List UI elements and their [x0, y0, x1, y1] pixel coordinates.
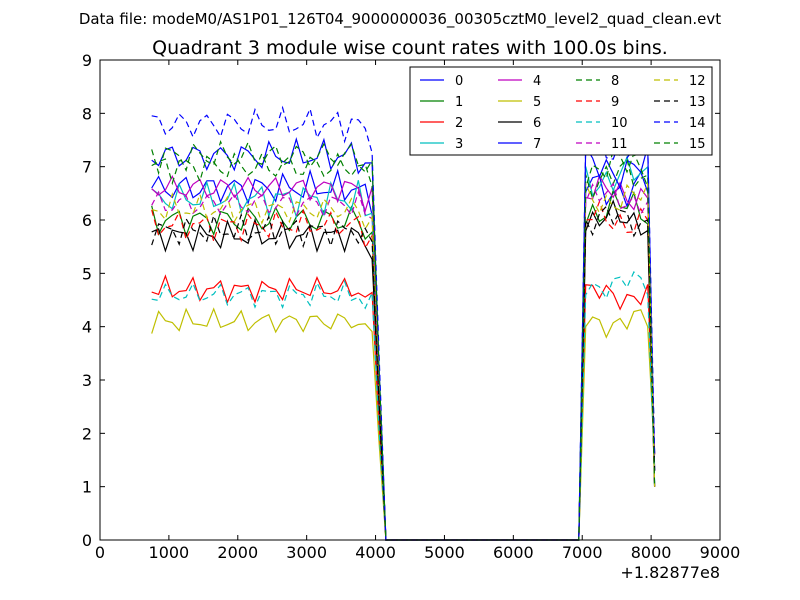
series-line-6: [151, 199, 656, 541]
legend-label-6: 6: [533, 116, 541, 131]
y-tick-label: 7: [82, 158, 92, 177]
y-tick-label: 0: [82, 531, 92, 550]
series-line-12: [151, 182, 656, 541]
plot-frame: [99, 59, 721, 541]
legend-label-15: 15: [689, 137, 706, 152]
y-tick-label: 2: [82, 424, 92, 443]
y-tick-label: 6: [82, 211, 92, 230]
x-tick-label: 4000: [355, 543, 396, 562]
x-tick-label: 6000: [493, 543, 534, 562]
series-line-11: [151, 182, 656, 541]
y-tick-label: 4: [82, 318, 92, 337]
series-line-14: [151, 105, 656, 541]
x-tick-label: 1000: [149, 543, 190, 562]
series-line-8: [151, 152, 656, 541]
legend-label-3: 3: [455, 137, 463, 152]
legend-label-14: 14: [689, 116, 706, 131]
x-offset-label: +1.82877e8: [620, 563, 720, 582]
x-tick-label: 3000: [286, 543, 327, 562]
x-tick-label: 0: [95, 543, 105, 562]
legend-label-2: 2: [455, 116, 463, 131]
plot-lines: [151, 105, 656, 541]
suptitle: Data file: modeM0/AS1P01_126T04_90000000…: [79, 10, 721, 29]
x-tick-label: 7000: [562, 543, 603, 562]
y-tick-label: 9: [82, 51, 92, 70]
series-line-0: [151, 168, 656, 541]
legend-label-1: 1: [455, 95, 463, 110]
y-tick-label: 8: [82, 104, 92, 123]
legend-label-11: 11: [611, 137, 628, 152]
series-line-15: [151, 139, 656, 541]
legend-label-8: 8: [611, 74, 619, 89]
y-tick-label: 5: [82, 264, 92, 283]
x-tick-label: 2000: [217, 543, 258, 562]
y-tick-label: 1: [82, 478, 92, 497]
series-line-13: [151, 205, 656, 541]
series-line-5: [151, 307, 656, 541]
series-line-10: [151, 271, 656, 541]
legend-label-9: 9: [611, 95, 619, 110]
axis-ticks: 0 1000 2000 3000 4000 5000 6000 7000 8000 9000012…: [82, 51, 741, 562]
legend-label-4: 4: [533, 74, 541, 89]
legend-label-0: 0: [455, 74, 463, 89]
legend-label-7: 7: [533, 137, 541, 152]
legend-label-5: 5: [533, 95, 541, 110]
x-tick-label: 9000: [700, 543, 741, 562]
legend-label-13: 13: [689, 95, 706, 110]
legend-box: [409, 66, 713, 156]
x-tick-label: 8000: [631, 543, 672, 562]
series-line-7: [151, 137, 656, 541]
chart-title: Quadrant 3 module wise count rates with …: [152, 37, 668, 59]
legend-label-10: 10: [611, 116, 628, 131]
series-line-3: [151, 155, 656, 541]
x-tick-label: 5000: [424, 543, 465, 562]
y-tick-label: 3: [82, 371, 92, 390]
legend-label-12: 12: [689, 74, 706, 89]
series-line-2: [151, 274, 656, 541]
